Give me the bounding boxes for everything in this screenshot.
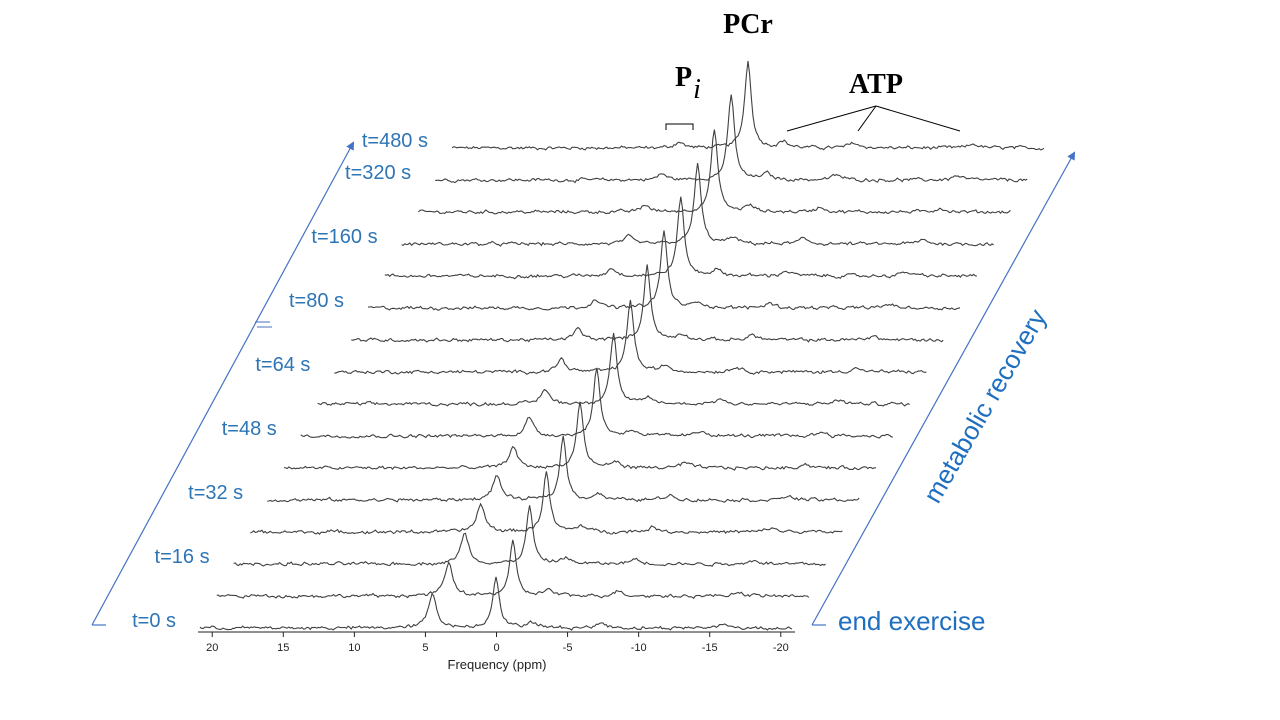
time-label: t=64 s — [255, 354, 310, 376]
spectrum-trace-11 — [384, 196, 977, 280]
atp-pointer-line — [857, 105, 877, 132]
pi-label-subscript: i — [693, 74, 701, 105]
recovery-arrow-right — [811, 151, 1076, 626]
metabolic-recovery-label: metabolic recovery — [917, 304, 1052, 508]
time-label: t=32 s — [188, 482, 243, 504]
frequency-tick-label: -5 — [563, 642, 573, 654]
spectrum-trace-6 — [300, 367, 893, 439]
frequency-tick-label: -20 — [773, 642, 789, 654]
atp-label: ATP — [849, 69, 903, 100]
frequency-tick-label: 15 — [277, 642, 289, 654]
spectrum-trace-1 — [216, 539, 810, 600]
spectrum-trace-5 — [283, 401, 876, 471]
spectrum-trace-14 — [435, 94, 1028, 184]
atp-pointer-line — [786, 105, 877, 132]
atp-pointer-line — [875, 105, 961, 132]
time-label: t=0 s — [132, 610, 176, 632]
pcr-label: PCr — [723, 9, 773, 40]
pi-bracket — [665, 123, 694, 130]
time-axis-arrow-left — [91, 141, 355, 626]
spectrum-trace-9 — [351, 264, 944, 343]
frequency-tick-label: -15 — [702, 642, 718, 654]
spectrum-trace-15 — [451, 60, 1045, 151]
frequency-tick-label: -10 — [631, 642, 647, 654]
frequency-tick-label: 10 — [348, 642, 360, 654]
atp-pointer-lines — [786, 105, 961, 132]
time-label: t=16 s — [155, 546, 210, 568]
frequency-axis: 20 15 10 5 0 -5 -10 -15 -20 — [198, 631, 795, 654]
time-label: t=320 s — [345, 162, 411, 184]
spectrum-trace-8 — [334, 299, 927, 375]
frequency-axis-title: Frequency (ppm) — [448, 657, 547, 672]
spectrum-trace-13 — [418, 129, 1011, 215]
frequency-tick-label: 5 — [422, 642, 428, 654]
spectrum-trace-4 — [267, 435, 860, 503]
spectrum-trace-7 — [317, 333, 910, 407]
spectrum-trace-2 — [233, 505, 826, 568]
spectra-traces — [199, 60, 1045, 631]
frequency-tick-label: 20 — [206, 642, 218, 654]
frequency-tick-label: 0 — [493, 642, 499, 654]
spectrum-trace-12 — [401, 163, 994, 247]
spectrum-trace-0 — [199, 576, 793, 631]
time-labels: t=0 s t=16 s t=32 s t=48 s t=64 s t=80 s t=160… — [132, 130, 428, 632]
spectrum-trace-3 — [250, 471, 843, 535]
pi-label: Pi — [675, 62, 701, 105]
time-label: t=48 s — [222, 418, 277, 440]
time-label: t=80 s — [289, 290, 344, 312]
spectrum-trace-10 — [367, 230, 961, 311]
time-label: t=160 s — [311, 226, 377, 248]
pi-label-letter: P — [675, 62, 692, 93]
time-label: t=480 s — [362, 130, 428, 152]
end-exercise-label: end exercise — [838, 606, 985, 636]
